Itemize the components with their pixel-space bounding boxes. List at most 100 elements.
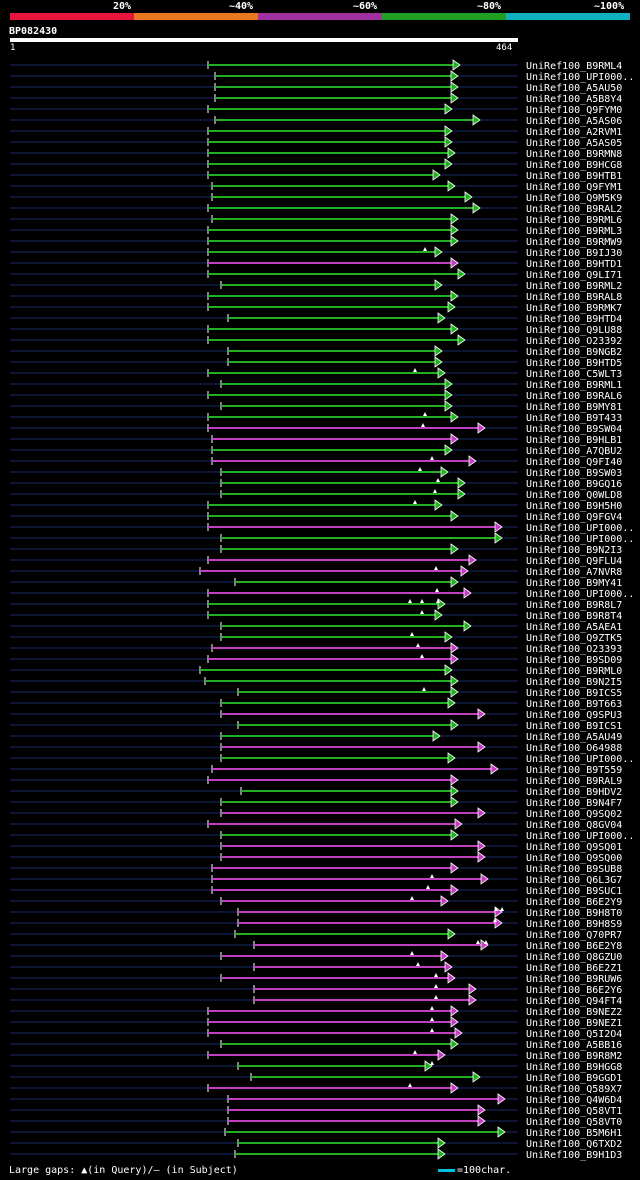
hit-label[interactable]: UniRef100_B9IJ30 [526, 248, 622, 259]
hit-label[interactable]: UniRef100_Q58VT0 [526, 1117, 622, 1128]
hit-label[interactable]: UniRef100_A5AU49 [526, 732, 622, 743]
hit-label[interactable]: UniRef100_B9NEZ1 [526, 1018, 622, 1029]
hit-label[interactable]: UniRef100_B9N2I5 [526, 677, 622, 688]
hit-label[interactable]: UniRef100_Q9M5K9 [526, 193, 622, 204]
hit-label[interactable]: UniRef100_B9RML0 [526, 666, 622, 677]
hit-label[interactable]: UniRef100_UPI000.. [526, 831, 634, 842]
hit-label[interactable]: UniRef100_C5WLT3 [526, 369, 622, 380]
hit-label[interactable]: UniRef100_Q589X7 [526, 1084, 622, 1095]
hit-label[interactable]: UniRef100_B9T663 [526, 699, 622, 710]
hit-label[interactable]: UniRef100_B9N2I3 [526, 545, 622, 556]
hit-label[interactable]: UniRef100_O64988 [526, 743, 622, 754]
hit-label[interactable]: UniRef100_B9R8L7 [526, 600, 622, 611]
hit-label[interactable]: UniRef100_B9RML6 [526, 215, 622, 226]
hit-label[interactable]: UniRef100_B9HTB1 [526, 171, 622, 182]
hit-label[interactable]: UniRef100_Q9FYM0 [526, 105, 622, 116]
hit-label[interactable]: UniRef100_B9H5H0 [526, 501, 622, 512]
hit-label[interactable]: UniRef100_Q6TXD2 [526, 1139, 622, 1150]
hit-label[interactable]: UniRef100_B5M6H1 [526, 1128, 622, 1139]
hit-label[interactable]: UniRef100_Q9FYM1 [526, 182, 622, 193]
hit-label[interactable]: UniRef100_B9GGD1 [526, 1073, 622, 1084]
hit-label[interactable]: UniRef100_UPI000.. [526, 754, 634, 765]
hit-label[interactable]: UniRef100_A7QBU2 [526, 446, 622, 457]
hit-label[interactable]: UniRef100_Q0WLD8 [526, 490, 622, 501]
hit-label[interactable]: UniRef100_B9RML2 [526, 281, 622, 292]
hit-label[interactable]: UniRef100_Q94FT4 [526, 996, 622, 1007]
hit-label[interactable]: UniRef100_B9MY81 [526, 402, 622, 413]
hit-label[interactable]: UniRef100_B9H1D3 [526, 1150, 622, 1161]
hit-label[interactable]: UniRef100_B9RMN8 [526, 149, 622, 160]
hit-label[interactable]: UniRef100_Q9LI71 [526, 270, 622, 281]
hit-label[interactable]: UniRef100_B6E2Y9 [526, 897, 622, 908]
hit-label[interactable]: UniRef100_B9ICS5 [526, 688, 622, 699]
hit-label[interactable]: UniRef100_A5AS06 [526, 116, 622, 127]
hit-label[interactable]: UniRef100_B9RML1 [526, 380, 622, 391]
hit-label[interactable]: UniRef100_B9ICS1 [526, 721, 622, 732]
hit-label[interactable]: UniRef100_Q8GZU0 [526, 952, 622, 963]
hit-label[interactable]: UniRef100_Q9SQ01 [526, 842, 622, 853]
hit-label[interactable]: UniRef100_UPI000.. [526, 72, 634, 83]
hit-label[interactable]: UniRef100_B9SW03 [526, 468, 622, 479]
hit-label[interactable]: UniRef100_B9RAL6 [526, 391, 622, 402]
hit-label[interactable]: UniRef100_UPI000.. [526, 523, 634, 534]
hit-label[interactable]: UniRef100_Q9LU88 [526, 325, 622, 336]
hit-label[interactable]: UniRef100_B9SUC1 [526, 886, 622, 897]
hit-label[interactable]: UniRef100_B9SD09 [526, 655, 622, 666]
hit-label[interactable]: UniRef100_B6E2Y6 [526, 985, 622, 996]
hit-label[interactable]: UniRef100_B9HGG8 [526, 1062, 622, 1073]
hit-label[interactable]: UniRef100_Q9FI40 [526, 457, 622, 468]
hit-label[interactable]: UniRef100_Q9SQ02 [526, 809, 622, 820]
hit-label[interactable]: UniRef100_B9HCG8 [526, 160, 622, 171]
hit-label[interactable]: UniRef100_A5AU50 [526, 83, 622, 94]
hit-label[interactable]: UniRef100_UPI000.. [526, 534, 634, 545]
hit-label[interactable]: UniRef100_B9R8M2 [526, 1051, 622, 1062]
hit-label[interactable]: UniRef100_B6E2Y8 [526, 941, 622, 952]
hit-label[interactable]: UniRef100_B9NEZ2 [526, 1007, 622, 1018]
hit-label[interactable]: UniRef100_B9SW04 [526, 424, 622, 435]
hit-label[interactable]: UniRef100_B9MY41 [526, 578, 622, 589]
hit-label[interactable]: UniRef100_B9SUB8 [526, 864, 622, 875]
hit-label[interactable]: UniRef100_A5B8Y4 [526, 94, 622, 105]
hit-label[interactable]: UniRef100_B9RAL8 [526, 292, 622, 303]
hit-label[interactable]: UniRef100_B9GQ16 [526, 479, 622, 490]
hit-label[interactable]: UniRef100_A5AEA1 [526, 622, 622, 633]
hit-label[interactable]: UniRef100_B9NGB2 [526, 347, 622, 358]
hit-label[interactable]: UniRef100_Q4W6D4 [526, 1095, 622, 1106]
hit-label[interactable]: UniRef100_Q6L3G7 [526, 875, 622, 886]
hit-label[interactable]: UniRef100_B9R8T4 [526, 611, 622, 622]
hit-label[interactable]: UniRef100_Q5I2O4 [526, 1029, 622, 1040]
hit-label[interactable]: UniRef100_A5BB16 [526, 1040, 622, 1051]
hit-label[interactable]: UniRef100_B9HDV2 [526, 787, 622, 798]
hit-label[interactable]: UniRef100_O23392 [526, 336, 622, 347]
hit-label[interactable]: UniRef100_B9N4F7 [526, 798, 622, 809]
hit-label[interactable]: UniRef100_A2RVM1 [526, 127, 622, 138]
hit-label[interactable]: UniRef100_B9HTD4 [526, 314, 622, 325]
hit-label[interactable]: UniRef100_Q9FLU4 [526, 556, 622, 567]
hit-label[interactable]: UniRef100_Q8GV04 [526, 820, 622, 831]
hit-label[interactable]: UniRef100_B9HTD5 [526, 358, 622, 369]
hit-label[interactable]: UniRef100_B9T433 [526, 413, 622, 424]
hit-label[interactable]: UniRef100_Q9ZTK5 [526, 633, 622, 644]
hit-label[interactable]: UniRef100_B9RAL9 [526, 776, 622, 787]
hit-label[interactable]: UniRef100_O23393 [526, 644, 622, 655]
hit-label[interactable]: UniRef100_B9RMK7 [526, 303, 622, 314]
hit-label[interactable]: UniRef100_Q9FGV4 [526, 512, 622, 523]
hit-label[interactable]: UniRef100_Q58VT1 [526, 1106, 622, 1117]
hit-label[interactable]: UniRef100_B9H8T0 [526, 908, 622, 919]
hit-label[interactable]: UniRef100_A7NVR8 [526, 567, 622, 578]
hit-label[interactable]: UniRef100_Q9SPU3 [526, 710, 622, 721]
hit-label[interactable]: UniRef100_B9RAL2 [526, 204, 622, 215]
hit-label[interactable]: UniRef100_B9RML3 [526, 226, 622, 237]
hit-label[interactable]: UniRef100_B9RMW9 [526, 237, 622, 248]
hit-label[interactable]: UniRef100_B6E2Z1 [526, 963, 622, 974]
hit-label[interactable]: UniRef100_B9HLB1 [526, 435, 622, 446]
hit-label[interactable]: UniRef100_B9T559 [526, 765, 622, 776]
hit-label[interactable]: UniRef100_B9H8S9 [526, 919, 622, 930]
hit-label[interactable]: UniRef100_B9RUW6 [526, 974, 622, 985]
hit-label[interactable]: UniRef100_B9HTD1 [526, 259, 622, 270]
hit-label[interactable]: UniRef100_UPI000.. [526, 589, 634, 600]
hit-label[interactable]: UniRef100_Q70PR7 [526, 930, 622, 941]
hit-label[interactable]: UniRef100_B9RML4 [526, 61, 622, 72]
hit-label[interactable]: UniRef100_Q9SQ00 [526, 853, 622, 864]
hit-label[interactable]: UniRef100_A5AS05 [526, 138, 622, 149]
